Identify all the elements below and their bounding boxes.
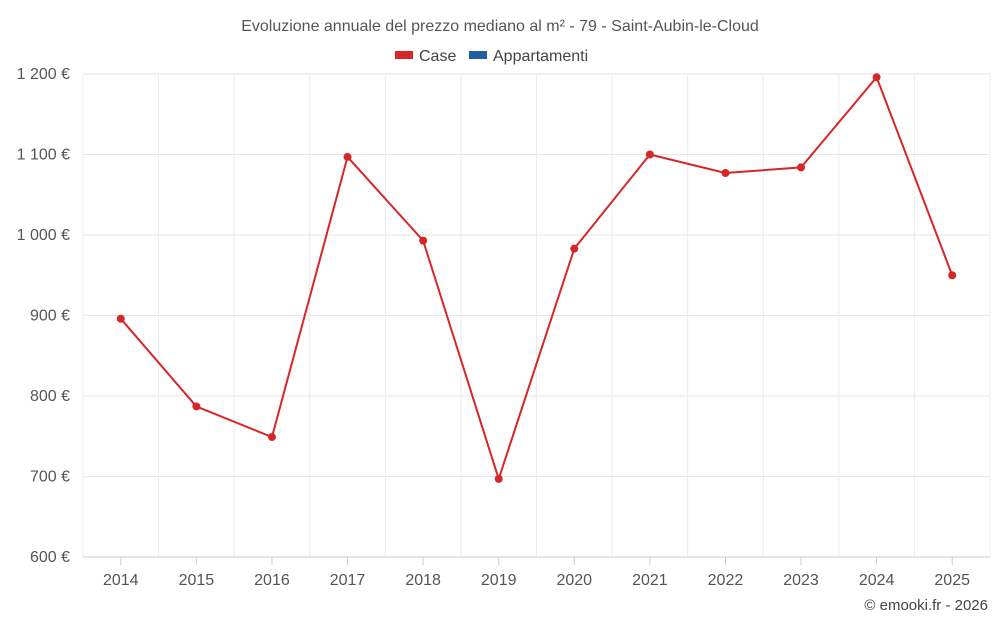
data-point[interactable] — [192, 402, 201, 411]
axes: 600 € 700 € 800 € 900 € 1 000 € 1 100 € 1 200 … — [17, 66, 990, 589]
y-tick-label: 900 € — [30, 308, 70, 325]
x-tick-label: 2020 — [556, 572, 592, 589]
legend-swatch-case — [395, 51, 413, 59]
series-case — [116, 73, 957, 483]
grid — [82, 73, 991, 558]
x-tick-label: 2022 — [708, 572, 744, 589]
y-tick-label: 1 200 € — [17, 66, 70, 83]
x-tick-label: 2021 — [632, 572, 668, 589]
x-tick-label: 2014 — [103, 572, 139, 589]
y-tick-label: 800 € — [30, 388, 70, 405]
data-point[interactable] — [116, 314, 125, 323]
y-tick-label: 1 100 € — [17, 147, 70, 164]
y-tick-label: 1 000 € — [17, 227, 70, 244]
x-tick-label: 2019 — [481, 572, 517, 589]
data-point[interactable] — [721, 169, 730, 178]
legend-item-case[interactable]: Case — [395, 48, 456, 65]
legend[interactable]: Case Appartamenti — [395, 48, 588, 65]
y-tick-label: 600 € — [30, 549, 70, 566]
series-line — [120, 76, 954, 480]
data-point[interactable] — [267, 433, 276, 442]
x-tick-label: 2018 — [405, 572, 441, 589]
data-point[interactable] — [343, 152, 352, 161]
legend-item-appartamenti[interactable]: Appartamenti — [469, 48, 588, 65]
x-tick-label: 2025 — [934, 572, 970, 589]
x-tick-label: 2015 — [179, 572, 215, 589]
chart-title: Evoluzione annuale del prezzo mediano al… — [241, 18, 759, 35]
data-point[interactable] — [872, 73, 881, 82]
x-tick-label: 2023 — [783, 572, 819, 589]
data-point[interactable] — [419, 236, 428, 245]
x-tick-label: 2024 — [859, 572, 895, 589]
legend-swatch-appartamenti — [469, 51, 487, 59]
data-point[interactable] — [645, 150, 654, 159]
x-tick-label: 2017 — [330, 572, 366, 589]
credit-text: © emooki.fr - 2026 — [864, 597, 988, 614]
data-point[interactable] — [948, 271, 957, 280]
data-point[interactable] — [797, 163, 806, 172]
data-point[interactable] — [570, 244, 579, 253]
y-tick-label: 700 € — [30, 469, 70, 486]
legend-label-appartamenti: Appartamenti — [493, 48, 588, 65]
data-point[interactable] — [494, 474, 503, 483]
x-tick-label: 2016 — [254, 572, 290, 589]
legend-label-case: Case — [419, 48, 456, 65]
